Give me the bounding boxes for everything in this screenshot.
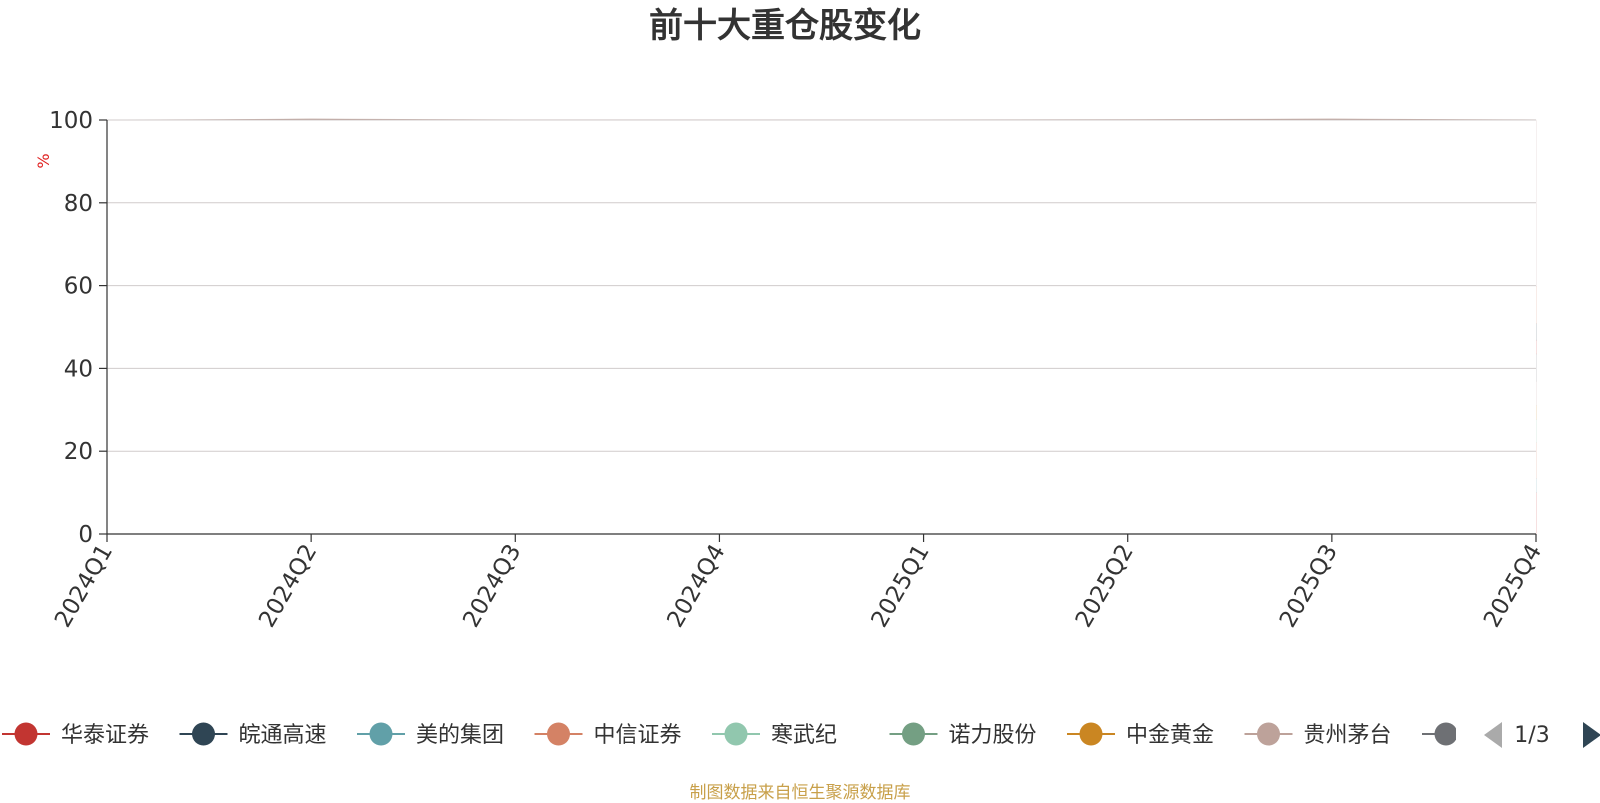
- legend-circle-marker: [902, 722, 925, 746]
- legend-item[interactable]: 中信证券: [534, 722, 682, 749]
- x-tick-label: 2025Q1: [867, 540, 935, 632]
- plot-background: [107, 120, 1536, 534]
- legend-circle-marker: [14, 722, 38, 746]
- legend-item[interactable]: 皖通高速: [179, 722, 327, 749]
- legend-item[interactable]: 北方华创: [1422, 722, 1569, 749]
- data-source-note: 制图数据来自恒生聚源数据库: [689, 783, 911, 803]
- legend-circle-marker: [1257, 722, 1280, 746]
- x-tick-label: 2025Q4: [1479, 540, 1547, 632]
- legend-circle-marker: [192, 722, 215, 746]
- y-tick-label: 100: [49, 108, 93, 134]
- y-tick-label: 40: [64, 356, 93, 382]
- legend-label: 中信证券: [594, 723, 682, 748]
- legend-label: 寒武纪: [771, 723, 837, 748]
- legend-item[interactable]: 诺力股份: [889, 722, 1037, 749]
- legend-item[interactable]: 中金黄金: [1067, 722, 1214, 749]
- y-tick-label: 20: [64, 439, 93, 465]
- legend-item[interactable]: 华泰证券: [2, 722, 149, 749]
- legend-label: 诺力股份: [949, 723, 1037, 748]
- y-tick-label: 80: [64, 191, 93, 217]
- x-tick-label: 2024Q3: [458, 540, 526, 632]
- y-axis-unit-label: %: [34, 153, 53, 168]
- x-tick-label: 2024Q4: [662, 540, 730, 632]
- grid-lines: [107, 119, 1536, 534]
- x-tick-label: 2024Q1: [50, 540, 118, 632]
- legend-item[interactable]: 美的集团: [357, 722, 504, 749]
- legend-item[interactable]: 贵州茅台: [1244, 722, 1392, 749]
- legend-circle-marker: [1434, 722, 1456, 746]
- legend-label: 中金黄金: [1126, 723, 1214, 748]
- legend-label: 皖通高速: [239, 723, 327, 748]
- legend-items: 华泰证券 皖通高速 美的集团 中信证券 寒武纪 诺力股份 中金黄金 贵州茅台 北方华创: [2, 722, 1569, 749]
- legend-item[interactable]: 寒武纪: [712, 722, 837, 749]
- legend-page-indicator: 1/3: [1514, 723, 1549, 748]
- y-tick-label: 0: [78, 522, 93, 548]
- legend-label: 美的集团: [416, 723, 504, 748]
- x-tick-label: 2025Q3: [1275, 540, 1343, 632]
- legend-circle-marker: [1079, 722, 1103, 746]
- legend-pager: 1/3: [1484, 722, 1600, 748]
- y-tick-label: 60: [64, 274, 93, 300]
- legend-label: 华泰证券: [61, 723, 149, 748]
- chart-title: 前十大重仓股变化: [649, 6, 921, 46]
- legend-prev-icon[interactable]: [1484, 722, 1502, 748]
- legend-circle-marker: [724, 722, 748, 746]
- legend-circle-marker: [547, 722, 570, 746]
- legend-circle-marker: [369, 722, 393, 746]
- legend-next-icon[interactable]: [1583, 722, 1600, 748]
- x-tick-label: 2024Q2: [254, 540, 322, 632]
- x-tick-label: 2025Q2: [1071, 540, 1139, 632]
- legend-label: 贵州茅台: [1304, 723, 1392, 748]
